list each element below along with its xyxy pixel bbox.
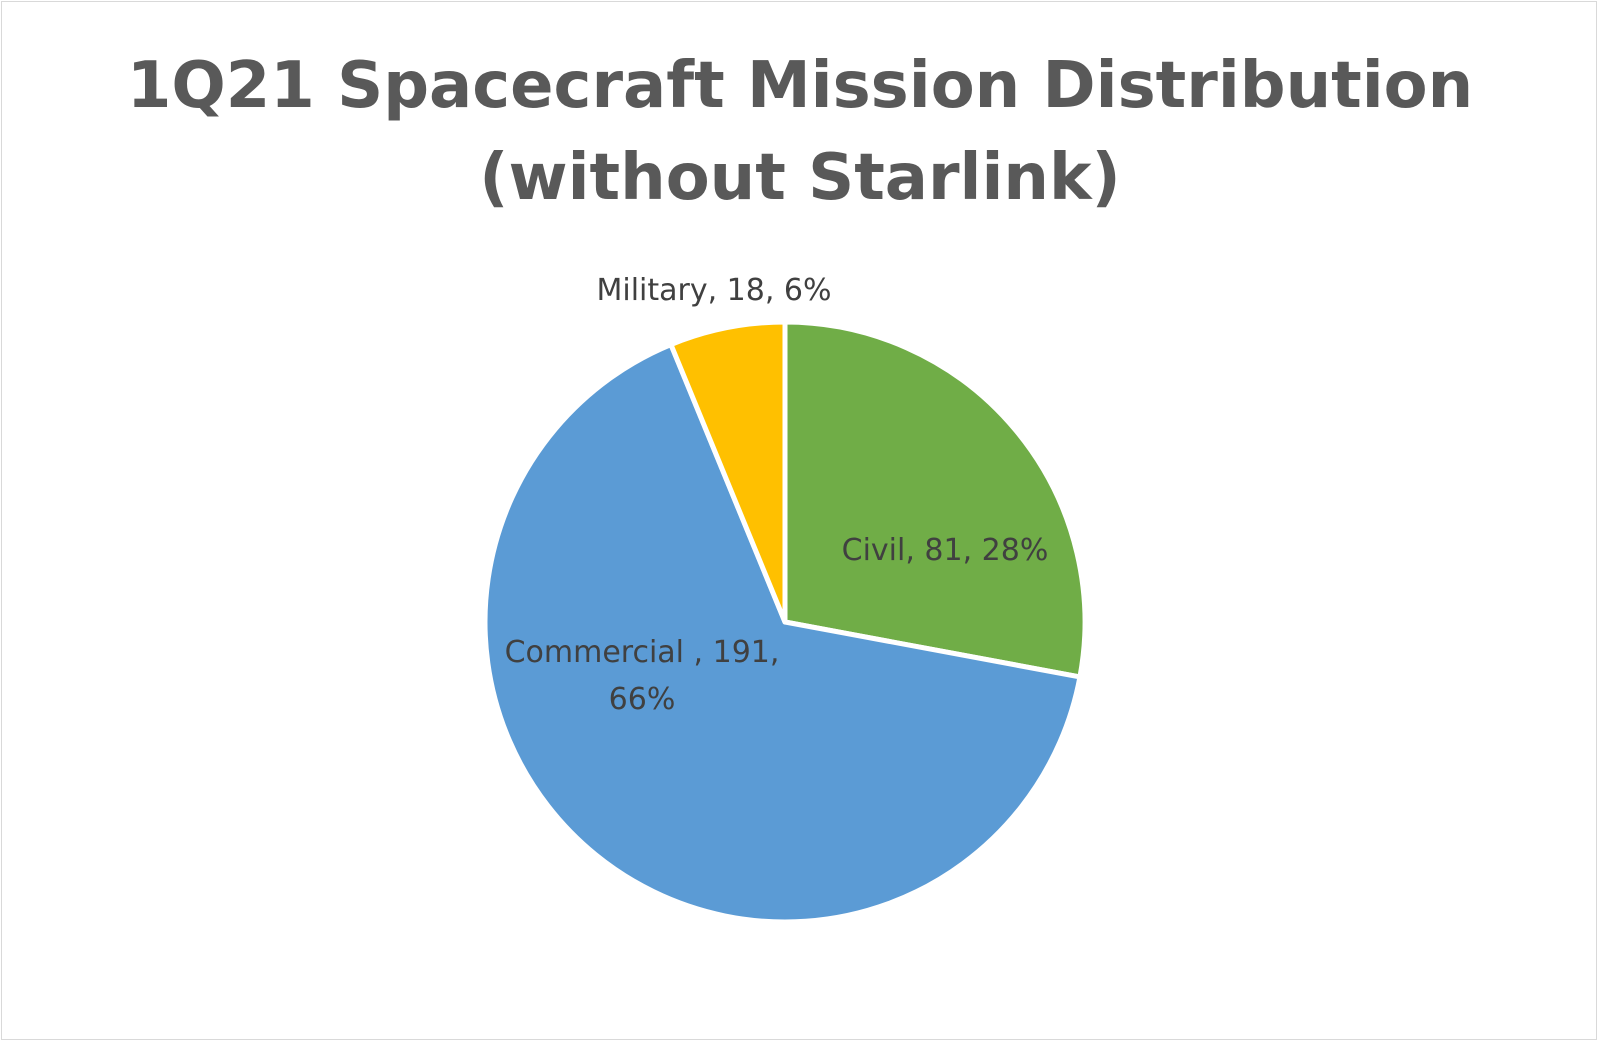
data-label-line: Civil, 81, 28% <box>842 533 1049 568</box>
chart-title-line-1: 1Q21 Spacecraft Mission Distribution <box>126 49 1474 123</box>
data-label-civil: Civil, 81, 28% <box>842 533 1049 568</box>
chart-title-line-2: (without Starlink) <box>479 141 1121 215</box>
pie-slice-commercial <box>482 342 1083 925</box>
pie-slice-military <box>668 319 788 625</box>
pie-slices <box>482 319 1088 925</box>
data-label-line: Commercial , 191, <box>505 635 780 670</box>
data-label-line: 66% <box>609 682 676 717</box>
data-label-commercial: Commercial , 191, 66% <box>505 635 780 717</box>
data-label-military: Military, 18, 6% <box>596 273 831 308</box>
data-label-line: Military, 18, 6% <box>596 273 831 308</box>
pie-slice-civil <box>782 319 1088 680</box>
chart-title: 1Q21 Spacecraft Mission Distribution (wi… <box>2 40 1598 224</box>
pie-data-labels: Civil, 81, 28% Commercial , 191, 66% Milita… <box>505 273 1049 717</box>
